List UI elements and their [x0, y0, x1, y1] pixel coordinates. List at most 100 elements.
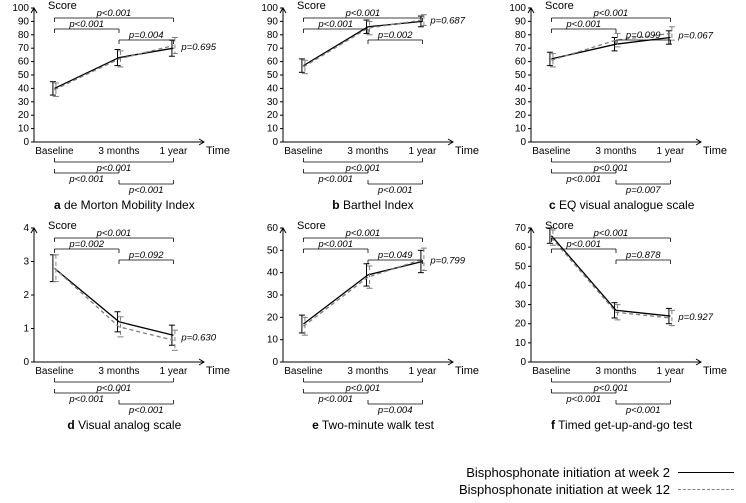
svg-text:100: 100 — [510, 3, 527, 14]
svg-text:100: 100 — [261, 3, 278, 14]
svg-text:30: 30 — [515, 97, 527, 108]
panel-a: 0102030405060708090100ScoreTimeBaseline3… — [0, 0, 249, 220]
svg-text:p=0.878: p=0.878 — [625, 250, 661, 261]
svg-text:Baseline: Baseline — [35, 366, 74, 377]
svg-text:10: 10 — [267, 124, 279, 135]
svg-text:Time: Time — [703, 145, 727, 157]
svg-text:p<0.001: p<0.001 — [593, 228, 629, 239]
svg-text:3: 3 — [23, 257, 29, 268]
svg-text:50: 50 — [267, 70, 279, 81]
legend-swatch-w2 — [678, 472, 734, 473]
chart-a: 0102030405060708090100ScoreTimeBaseline3… — [0, 0, 248, 198]
svg-text:p<0.001: p<0.001 — [625, 405, 661, 416]
svg-text:40: 40 — [515, 280, 527, 291]
svg-text:p=0.004: p=0.004 — [128, 30, 164, 41]
legend: Bisphosphonate initiation at week 2 Bisp… — [459, 463, 734, 497]
svg-text:p=0.092: p=0.092 — [128, 250, 164, 261]
svg-text:70: 70 — [267, 43, 279, 54]
svg-text:70: 70 — [18, 43, 30, 54]
svg-text:p=0.004: p=0.004 — [377, 405, 413, 416]
legend-label: Bisphosphonate initiation at week 12 — [459, 482, 670, 497]
svg-text:10: 10 — [18, 124, 30, 135]
svg-text:40: 40 — [515, 83, 527, 94]
svg-text:p<0.001: p<0.001 — [344, 383, 380, 394]
panel-b: 0102030405060708090100ScoreTimeBaseline3… — [249, 0, 498, 220]
svg-text:Score: Score — [297, 0, 326, 12]
svg-text:p<0.001: p<0.001 — [566, 394, 602, 405]
legend-swatch-w12 — [678, 489, 734, 490]
svg-text:p=0.049: p=0.049 — [377, 250, 413, 261]
legend-item-w2: Bisphosphonate initiation at week 2 — [459, 465, 734, 480]
svg-text:p=0.002: p=0.002 — [68, 239, 104, 250]
svg-text:3 months: 3 months — [596, 146, 637, 157]
svg-text:p=0.799: p=0.799 — [429, 255, 465, 266]
svg-text:Time: Time — [206, 145, 230, 157]
svg-text:70: 70 — [515, 223, 527, 234]
svg-text:p<0.001: p<0.001 — [566, 19, 602, 30]
svg-text:Baseline: Baseline — [533, 366, 572, 377]
svg-text:3 months: 3 months — [347, 366, 388, 377]
chart-c: 0102030405060708090100ScoreTimeBaseline3… — [497, 0, 745, 198]
svg-text:Score: Score — [48, 220, 77, 232]
svg-text:80: 80 — [18, 30, 30, 41]
svg-text:10: 10 — [515, 338, 527, 349]
svg-text:3 months: 3 months — [596, 366, 637, 377]
svg-text:0: 0 — [521, 357, 527, 368]
svg-text:p<0.001: p<0.001 — [566, 239, 602, 250]
svg-text:50: 50 — [515, 261, 527, 272]
svg-text:p<0.001: p<0.001 — [317, 239, 353, 250]
svg-text:Score: Score — [545, 220, 574, 232]
chart-d: 01234ScoreTimeBaseline3 months1 yearp=0.… — [0, 220, 248, 418]
svg-text:30: 30 — [267, 97, 279, 108]
caption-c: c EQ visual analogue scale — [497, 198, 746, 212]
svg-text:p=0.630: p=0.630 — [180, 333, 216, 344]
chart-e: 0102030405060ScoreTimeBaseline3 months1 … — [249, 220, 497, 418]
svg-text:p<0.001: p<0.001 — [566, 174, 602, 185]
panel-f: 010203040506070ScoreTimeBaseline3 months… — [497, 220, 746, 440]
svg-text:70: 70 — [515, 43, 527, 54]
svg-text:90: 90 — [515, 16, 527, 27]
svg-text:1 year: 1 year — [657, 366, 685, 377]
svg-text:1: 1 — [23, 324, 29, 335]
svg-text:40: 40 — [18, 83, 30, 94]
svg-text:p<0.001: p<0.001 — [128, 405, 164, 416]
svg-text:10: 10 — [267, 335, 279, 346]
svg-text:90: 90 — [267, 16, 279, 27]
legend-label: Bisphosphonate initiation at week 2 — [466, 465, 670, 480]
svg-text:Time: Time — [206, 365, 230, 377]
svg-text:p<0.001: p<0.001 — [593, 383, 629, 394]
svg-text:Score: Score — [48, 0, 77, 12]
svg-text:Baseline: Baseline — [35, 146, 74, 157]
svg-text:p<0.001: p<0.001 — [593, 8, 629, 19]
svg-text:Baseline: Baseline — [284, 366, 323, 377]
panel-d: 01234ScoreTimeBaseline3 months1 yearp=0.… — [0, 220, 249, 440]
svg-text:1 year: 1 year — [160, 366, 188, 377]
caption-f: f Timed get-up-and-go test — [497, 418, 746, 432]
svg-text:p<0.001: p<0.001 — [68, 394, 104, 405]
svg-text:p<0.001: p<0.001 — [96, 228, 132, 239]
svg-text:0: 0 — [23, 357, 29, 368]
svg-text:p<0.001: p<0.001 — [317, 174, 353, 185]
svg-text:p<0.001: p<0.001 — [317, 19, 353, 30]
svg-text:60: 60 — [267, 57, 279, 68]
svg-text:3 months: 3 months — [98, 366, 139, 377]
svg-text:p<0.001: p<0.001 — [344, 228, 380, 239]
svg-text:p<0.001: p<0.001 — [317, 394, 353, 405]
svg-text:p=0.695: p=0.695 — [180, 42, 216, 53]
svg-text:30: 30 — [515, 300, 527, 311]
svg-text:30: 30 — [18, 97, 30, 108]
svg-text:p<0.001: p<0.001 — [377, 185, 413, 196]
chart-f: 010203040506070ScoreTimeBaseline3 months… — [497, 220, 745, 418]
svg-text:50: 50 — [515, 70, 527, 81]
svg-text:60: 60 — [515, 57, 527, 68]
svg-text:40: 40 — [267, 83, 279, 94]
svg-text:p=0.002: p=0.002 — [377, 30, 413, 41]
legend-item-w12: Bisphosphonate initiation at week 12 — [459, 482, 734, 497]
svg-text:p<0.001: p<0.001 — [68, 19, 104, 30]
svg-text:p=0.687: p=0.687 — [429, 16, 465, 27]
svg-text:Time: Time — [703, 365, 727, 377]
svg-text:4: 4 — [23, 223, 29, 234]
svg-text:Baseline: Baseline — [533, 146, 572, 157]
svg-text:0: 0 — [272, 357, 278, 368]
svg-text:0: 0 — [23, 137, 29, 148]
